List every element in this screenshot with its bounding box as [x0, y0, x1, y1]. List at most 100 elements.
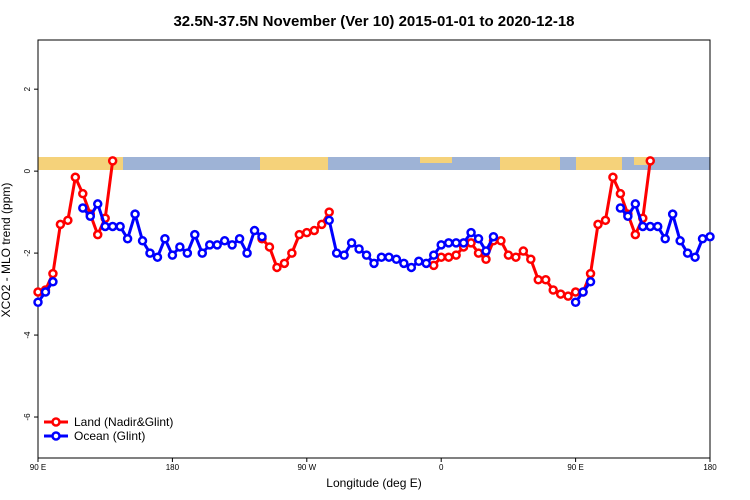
data-point: [331, 248, 342, 258]
data-point: [443, 252, 454, 262]
x-tick-label: 90 E: [30, 463, 46, 472]
y-tick-label: 0: [23, 168, 32, 173]
data-point: [406, 262, 417, 273]
data-point: [675, 236, 685, 246]
data-point: [339, 250, 349, 260]
data-point: [563, 291, 573, 301]
data-point: [384, 252, 394, 262]
data-point: [570, 297, 581, 308]
data-point: [190, 229, 200, 240]
data-point: [197, 248, 208, 258]
data-point: [33, 297, 43, 308]
data-point: [555, 289, 566, 299]
data-point: [451, 250, 461, 260]
data-point: [264, 242, 275, 252]
surface-strip: [38, 157, 710, 170]
data-point: [473, 248, 484, 258]
data-point: [481, 254, 491, 264]
data-point: [473, 234, 484, 244]
data-point: [272, 262, 282, 273]
data-point: [361, 250, 372, 260]
data-point: [428, 260, 439, 271]
x-tick-label: 180: [166, 463, 180, 472]
data-point: [690, 252, 700, 262]
y-tick-label: -2: [23, 249, 32, 257]
plot-frame: [37, 39, 711, 459]
legend-label: Land (Nadir&Glint): [74, 415, 173, 429]
data-point: [652, 221, 663, 232]
data-point: [85, 211, 96, 221]
y-tick-label: 2: [23, 86, 32, 91]
data-point: [294, 229, 305, 240]
legend-marker: [51, 431, 61, 441]
data-point: [466, 227, 476, 238]
data-point: [511, 252, 521, 262]
x-tick-label: 180: [703, 463, 717, 472]
data-point: [107, 156, 118, 166]
data-point: [436, 252, 446, 262]
data-point: [488, 231, 499, 242]
data-point: [526, 254, 536, 264]
data-point: [600, 215, 611, 226]
data-point: [145, 248, 155, 258]
data-point: [682, 248, 693, 258]
data-point: [175, 242, 185, 252]
data-point: [167, 250, 178, 260]
data-point: [346, 238, 357, 248]
data-point: [324, 215, 334, 226]
data-point: [107, 221, 118, 232]
data-point: [630, 229, 641, 240]
data-point: [92, 229, 103, 240]
data-point: [287, 248, 297, 258]
data-point: [593, 219, 603, 230]
data-point: [324, 207, 334, 217]
data-point: [279, 258, 290, 269]
data-point: [697, 234, 708, 244]
data-point: [548, 285, 558, 295]
data-point: [227, 240, 237, 250]
data-point: [518, 246, 529, 256]
data-point: [92, 199, 103, 209]
data-point: [204, 240, 215, 250]
data-point: [578, 287, 588, 297]
data-point: [160, 234, 170, 244]
data-point: [63, 215, 73, 226]
data-point: [481, 246, 491, 256]
data-point: [182, 248, 193, 258]
data-point: [212, 240, 222, 250]
data-point: [428, 250, 439, 260]
data-point: [645, 156, 656, 166]
data-point: [585, 277, 596, 287]
data-point: [369, 258, 379, 269]
data-point: [152, 252, 163, 262]
data-point: [638, 221, 648, 232]
data-point: [570, 287, 581, 297]
data-point: [466, 238, 476, 248]
data-point: [78, 188, 88, 199]
data-point: [436, 240, 446, 250]
data-point: [458, 238, 469, 248]
data-point: [100, 221, 110, 232]
data-point: [302, 227, 312, 238]
data-point: [48, 268, 58, 279]
data-point: [667, 209, 678, 219]
data-point: [623, 211, 633, 221]
data-point: [399, 258, 409, 269]
data-point: [316, 219, 327, 230]
data-point: [660, 234, 670, 244]
data-point: [115, 221, 125, 232]
x-tick-label: 90 W: [297, 463, 316, 472]
data-point: [70, 172, 81, 183]
legend-marker: [51, 417, 61, 427]
data-point: [130, 209, 140, 219]
x-tick-label: 0: [439, 463, 444, 472]
data-point: [615, 188, 626, 199]
data-point: [451, 238, 461, 248]
y-tick-label: -4: [23, 331, 32, 339]
data-point: [533, 274, 544, 285]
data-point: [496, 236, 506, 246]
data-point: [122, 234, 133, 244]
data-point: [234, 234, 245, 244]
data-point: [540, 274, 551, 285]
